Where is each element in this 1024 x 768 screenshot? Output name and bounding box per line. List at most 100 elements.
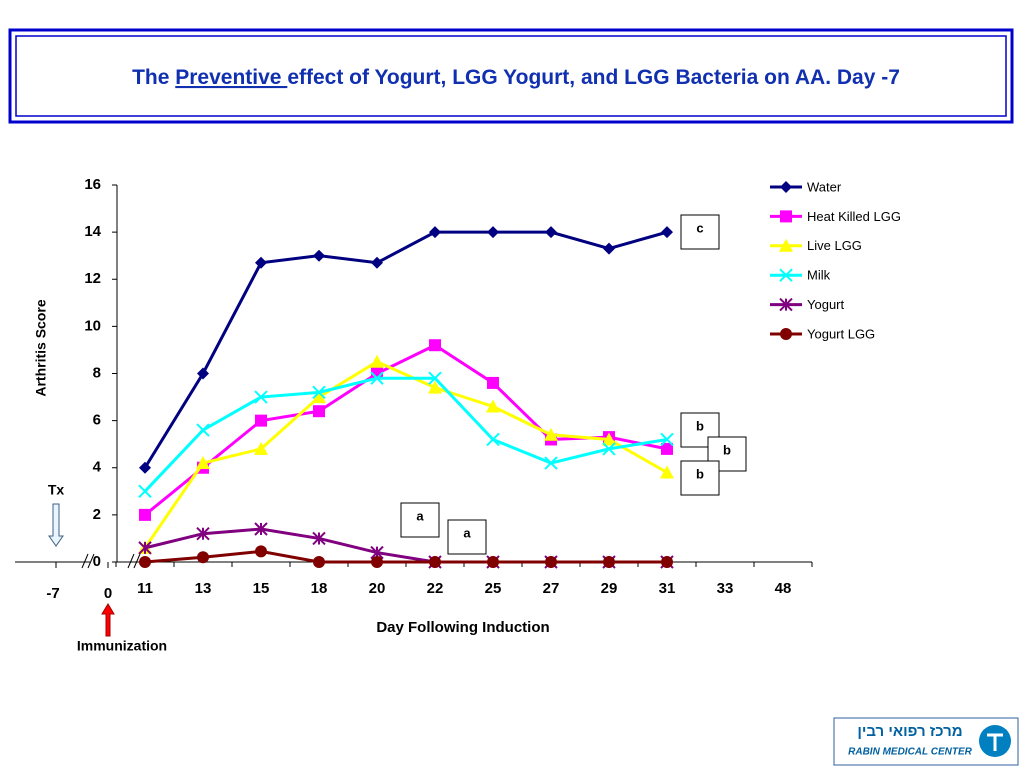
point xyxy=(487,556,499,568)
legend-label: Water xyxy=(807,179,842,194)
point xyxy=(371,256,383,269)
title-part: The xyxy=(132,66,175,89)
x-tick-label: 48 xyxy=(775,580,792,597)
y-tick-label: 14 xyxy=(84,223,101,240)
point xyxy=(661,442,673,455)
series xyxy=(138,268,793,499)
point xyxy=(429,339,441,352)
pre-label: 0 xyxy=(104,585,112,602)
x-tick-label: 27 xyxy=(543,580,560,597)
point xyxy=(138,541,152,555)
legend-label: Heat Killed LGG xyxy=(807,209,901,224)
legend-label: Yogurt LGG xyxy=(807,326,875,341)
point xyxy=(197,367,209,380)
point xyxy=(254,390,268,404)
point xyxy=(371,556,383,568)
legend-label: Yogurt xyxy=(807,297,844,312)
point xyxy=(603,242,615,255)
point xyxy=(487,376,499,389)
point xyxy=(602,432,616,446)
point xyxy=(660,432,674,447)
point xyxy=(544,427,558,441)
y-tick-label: 2 xyxy=(93,506,101,523)
x-tick-label: 11 xyxy=(137,580,153,597)
point xyxy=(661,226,673,239)
annotation-box xyxy=(400,502,440,538)
point xyxy=(486,432,500,447)
y-tick-label: 10 xyxy=(84,317,101,334)
logo-icon-mark xyxy=(987,733,1003,751)
logo-hebrew: מרכז רפואי רבין xyxy=(857,723,962,740)
point xyxy=(312,385,326,400)
series xyxy=(139,181,792,474)
point xyxy=(196,423,210,437)
point xyxy=(197,551,209,564)
x-tick-label: 33 xyxy=(717,580,734,597)
series-line xyxy=(144,549,667,564)
x-axis-label: Day Following Induction xyxy=(376,619,549,636)
point xyxy=(255,545,267,558)
x-tick-label: 20 xyxy=(369,580,386,597)
annotation: c xyxy=(696,220,703,235)
point xyxy=(545,226,557,239)
point xyxy=(139,461,151,474)
point xyxy=(545,556,557,568)
tx-label: Tx xyxy=(48,482,65,498)
y-tick-label: 16 xyxy=(84,176,101,193)
series-line xyxy=(143,376,668,493)
series xyxy=(138,238,793,554)
point xyxy=(313,249,325,262)
point xyxy=(428,371,442,385)
y-tick-label: 0 xyxy=(93,553,101,570)
logo-english: RABIN MEDICAL CENTER xyxy=(848,747,972,758)
x-tick-label: 22 xyxy=(427,580,444,597)
point xyxy=(313,405,325,418)
point xyxy=(661,556,673,568)
point xyxy=(196,456,210,470)
point xyxy=(312,531,326,546)
x-tick-label: 18 xyxy=(311,580,328,597)
point xyxy=(602,442,616,456)
point xyxy=(138,484,152,499)
legend-label: Milk xyxy=(807,268,831,283)
annotation-box xyxy=(680,214,720,250)
point xyxy=(370,371,384,385)
series-line xyxy=(144,343,668,517)
point xyxy=(428,380,442,394)
point xyxy=(196,527,210,541)
x-tick-label: 25 xyxy=(485,580,502,597)
axis-break xyxy=(81,553,141,569)
point xyxy=(139,556,151,568)
immunization-label: Immunization xyxy=(77,638,167,654)
point xyxy=(487,226,499,239)
point xyxy=(254,441,268,455)
point xyxy=(429,226,441,239)
point xyxy=(544,456,558,470)
point xyxy=(313,556,325,568)
pre-label: -7 xyxy=(46,585,59,602)
annotation: b xyxy=(723,442,731,457)
series xyxy=(139,328,792,568)
point xyxy=(139,508,151,521)
series-line xyxy=(143,360,668,549)
point xyxy=(255,414,267,427)
annotation: a xyxy=(416,508,424,523)
point xyxy=(486,399,500,413)
series-line xyxy=(143,230,668,469)
point xyxy=(255,256,267,269)
annotation: b xyxy=(696,418,704,433)
x-tick-label: 29 xyxy=(601,580,618,597)
y-tick-label: 8 xyxy=(93,364,101,381)
x-tick-label: 13 xyxy=(195,580,212,597)
immunization-arrow xyxy=(101,603,115,637)
title-box xyxy=(8,28,1014,124)
point xyxy=(254,522,268,536)
title-part: effect of Yogurt, LGG Yogurt, and LGG Ba… xyxy=(287,66,900,89)
point xyxy=(603,556,615,568)
point xyxy=(660,465,674,479)
y-axis-label: Arthritis Score xyxy=(33,299,49,396)
point xyxy=(429,556,441,568)
x-tick-label: 15 xyxy=(253,580,270,597)
y-tick-label: 4 xyxy=(93,459,102,476)
